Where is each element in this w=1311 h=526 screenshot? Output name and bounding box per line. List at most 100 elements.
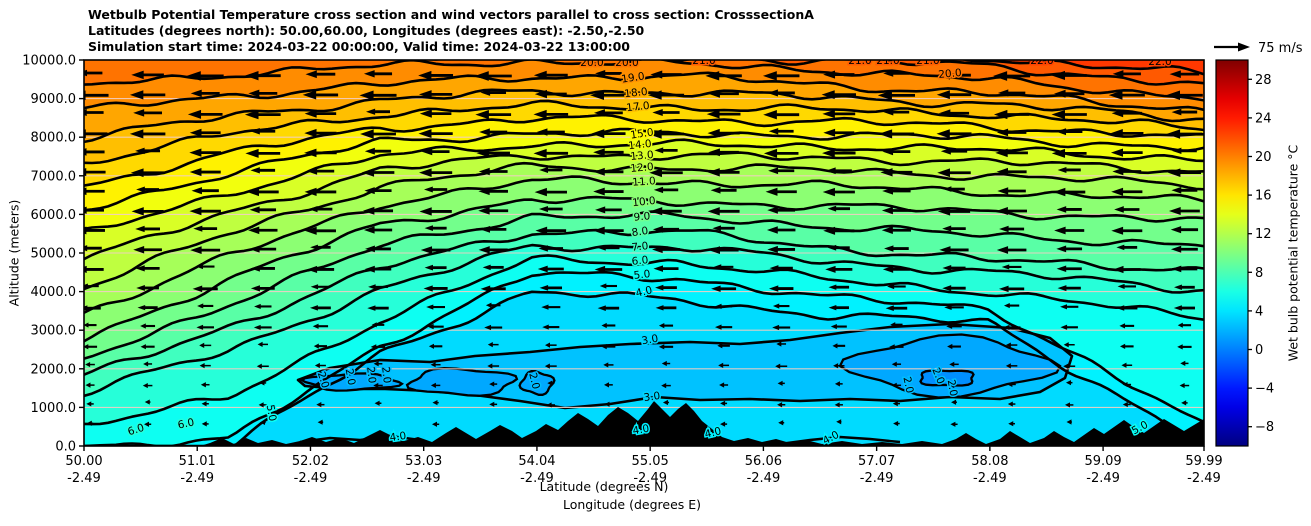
wind-arrow-head <box>1110 129 1123 138</box>
wind-arrow-head <box>834 402 840 408</box>
wind-arrow-head <box>772 324 780 331</box>
wind-arrow-head <box>603 362 609 368</box>
y-tick-label: 6000.0 <box>31 208 77 223</box>
wind-arrow-head <box>1121 362 1127 368</box>
y-tick-label: 0.0 <box>55 440 76 455</box>
wind-arrow-head <box>1057 166 1067 173</box>
contour-line <box>84 243 1204 398</box>
wind-arrow-head <box>1171 147 1182 155</box>
x-tick-label-lat: 53.03 <box>405 454 442 469</box>
x-axis-label-longitude: Longitude (degrees E) <box>562 497 702 512</box>
wind-arrow-head <box>1056 265 1067 272</box>
quiver-key-arrow-head <box>1238 42 1250 52</box>
wind-arrow-head <box>1005 363 1011 369</box>
y-tick-label: 2000.0 <box>31 362 77 377</box>
wind-arrow-head <box>478 246 490 254</box>
wind-arrow-head <box>830 323 837 330</box>
wind-arrow-head <box>201 421 207 427</box>
wind-arrow-head <box>256 363 262 369</box>
contour-label: 22.0 <box>1148 56 1171 68</box>
wind-arrow-head <box>828 305 837 311</box>
wind-arrow-head <box>136 186 145 193</box>
wind-arrow-head <box>484 324 492 331</box>
wind-arrow-head <box>421 147 433 156</box>
wind-arrow-head <box>84 344 89 350</box>
contour-label-layer: 20.0 20.0 21.0 21.0 21.0 21.020.022.0 22.019.0… <box>125 55 1173 446</box>
wind-arrow-head <box>1116 244 1125 251</box>
wind-arrow-head <box>130 168 144 178</box>
wind-arrow-head <box>661 382 667 389</box>
contour-label: 7.0 <box>631 240 649 254</box>
wind-arrow-head <box>1065 380 1071 386</box>
wind-arrow-head <box>1171 108 1182 116</box>
wind-arrow-head <box>996 207 1008 216</box>
wind-arrow-head <box>1065 402 1071 408</box>
plot-title-line2: Latitudes (degrees north): 50.00,60.00, … <box>88 23 645 38</box>
wind-arrow-head <box>936 90 950 100</box>
axes-layer: 10000.0 9000.0 8000.0 7000.0 6000.0 5000.0 400… <box>22 54 1222 487</box>
wind-arrow-head <box>822 109 835 119</box>
contour-line <box>84 151 1204 261</box>
wind-arrow-head <box>707 128 720 138</box>
wind-arrow-head <box>597 244 606 251</box>
wind-arrow-head <box>547 380 553 386</box>
wind-arrow-head <box>1119 323 1126 329</box>
wind-arrow-head <box>1002 324 1010 331</box>
wind-arrow-head <box>364 265 375 273</box>
wind-arrow-head <box>707 168 720 177</box>
wind-arrow-head <box>768 128 779 135</box>
wind-arrow-head <box>144 399 150 405</box>
wind-arrow-head <box>653 186 664 194</box>
contour-label: 18.0 <box>624 86 649 100</box>
x-tick-label-lat: 54.04 <box>518 454 555 469</box>
cold-blob-2C <box>405 367 519 397</box>
wind-arrow-head <box>368 284 376 290</box>
wind-arrow-head <box>938 109 951 118</box>
contour-line <box>84 71 1204 112</box>
wind-arrow-head <box>882 147 894 156</box>
contour-label: 3.0 <box>641 333 660 348</box>
wind-arrow-head <box>937 207 951 216</box>
wind-arrow-head <box>653 265 663 272</box>
wind-arrow-head <box>1051 70 1065 81</box>
wind-arrow-head <box>419 168 432 177</box>
wind-arrow-head <box>601 343 607 350</box>
wind-arrow-head <box>593 187 605 196</box>
wind-arrow-head <box>143 361 149 367</box>
colorbar-tick-label: 20 <box>1255 150 1272 165</box>
x-tick-label-lat: 59.99 <box>1185 454 1222 469</box>
contour-label: 21.0 <box>848 55 871 67</box>
wind-arrow-head <box>767 206 778 214</box>
colorbar-tick-label: 16 <box>1255 189 1272 204</box>
wind-arrow-head <box>487 342 493 348</box>
wind-arrow-head <box>1056 206 1067 213</box>
wind-arrow-head <box>766 226 778 234</box>
wind-arrow-head <box>474 71 489 81</box>
wind-arrow-head <box>195 263 203 270</box>
wind-arrow-head <box>1171 265 1182 273</box>
wind-arrow-head <box>85 361 91 368</box>
contour-label: 3.0 <box>643 390 661 404</box>
cold-blob-1C <box>919 369 975 387</box>
wind-arrow-head <box>480 225 491 233</box>
wind-arrow-head <box>1170 226 1182 234</box>
wind-arrow-head <box>887 283 895 290</box>
wind-arrow-head <box>193 225 203 232</box>
wind-arrow-head <box>418 90 432 99</box>
contour-line <box>425 60 1204 86</box>
terrain-silhouette <box>84 401 1204 446</box>
wind-arrow-head <box>999 225 1009 233</box>
wind-arrow-head <box>131 70 144 80</box>
colorbar-tick-label: 12 <box>1255 227 1272 242</box>
wind-arrow-head <box>944 304 952 310</box>
wind-arrow-head <box>881 206 893 215</box>
wind-arrow-head <box>1051 148 1066 158</box>
wind-arrow-head <box>133 246 145 254</box>
x-tick-label-lon: -2.49 <box>67 471 101 486</box>
plot-title-line3: Simulation start time: 2024-03-22 00:00:… <box>88 39 630 54</box>
wind-arrow-head <box>136 284 145 291</box>
wind-arrow-head <box>822 187 835 197</box>
wind-arrow-head <box>939 246 951 254</box>
colorbar-tick-label: 0 <box>1255 343 1263 358</box>
